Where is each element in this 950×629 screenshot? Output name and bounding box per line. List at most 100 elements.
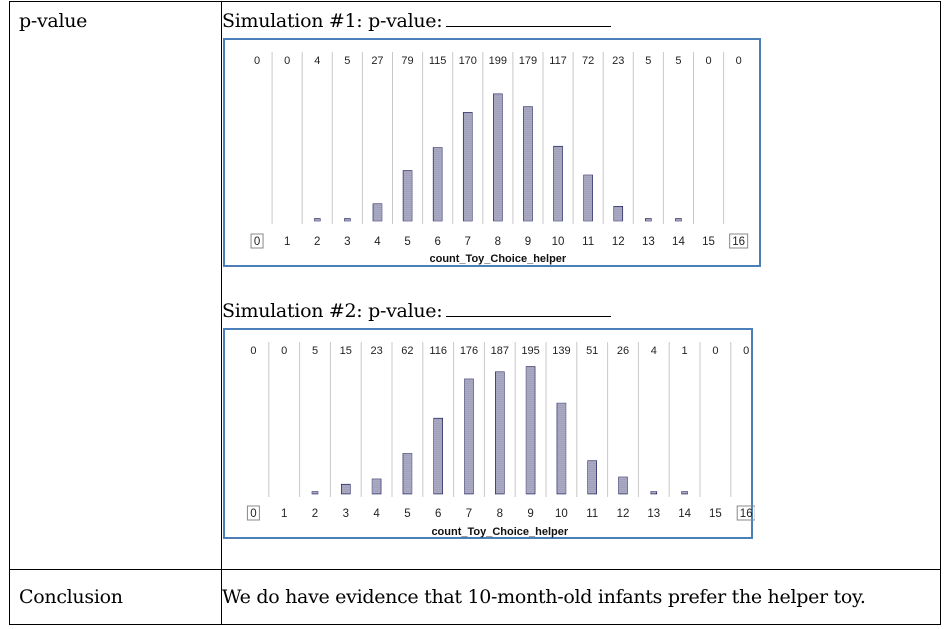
x-axis-label: count_Toy_Choice_helper [429, 253, 566, 265]
count-label: 187 [491, 345, 509, 357]
count-label: 5 [344, 55, 350, 67]
x-tick-label: 0 [254, 236, 260, 248]
x-tick-label: 6 [435, 508, 441, 520]
row-divider [10, 569, 940, 570]
simulation-2-title: Simulation #2: p-value: [222, 300, 612, 322]
x-tick-label: 7 [466, 508, 472, 520]
dotplot-simulation-2: 0 0 0 1 5 2 15 3 23 4 62 5 116 6 176 7 187 8 195 9 139 10 51 11… [223, 328, 755, 539]
x-tick-label: 10 [552, 236, 565, 248]
count-label: 26 [617, 345, 629, 357]
dot-stack-bar [493, 93, 503, 222]
count-label: 170 [459, 55, 477, 67]
simulation-2-title-text: Simulation #2: p-value: [222, 300, 443, 322]
count-label: 0 [736, 55, 742, 67]
x-tick-label: 5 [404, 236, 410, 248]
count-label: 51 [586, 345, 598, 357]
p-value-answer-blank-1[interactable] [446, 10, 612, 27]
x-tick-label: 4 [373, 508, 380, 520]
dotplot-simulation-1: 0 0 0 1 4 2 5 3 27 4 79 5 115 6 170 7 199 8 179 9 117 10 72 11 2… [223, 38, 761, 267]
dot-stack-bar [372, 203, 383, 222]
x-tick-label: 8 [495, 236, 501, 248]
x-tick-label: 15 [702, 236, 715, 248]
dot-stack-bar [553, 145, 563, 222]
count-label: 116 [429, 345, 447, 357]
count-label: 176 [460, 345, 478, 357]
count-label: 27 [371, 55, 383, 67]
tick-range-box[interactable] [246, 505, 260, 521]
dot-stack-bar [313, 218, 321, 222]
dotplot-svg: 0001521532346251166176718781959139105111… [246, 342, 755, 538]
count-label: 4 [314, 55, 320, 67]
count-label: 115 [429, 55, 447, 67]
tick-range-box[interactable] [736, 505, 755, 521]
count-label: 0 [712, 345, 718, 357]
count-label: 5 [312, 345, 318, 357]
dot-stack-bar [613, 206, 624, 222]
dot-stack-bar [681, 491, 688, 495]
row-label-p-value: p-value [19, 10, 88, 32]
count-label: 23 [612, 55, 624, 67]
count-label: 5 [675, 55, 681, 67]
dot-stack-bar [402, 453, 413, 495]
x-tick-label: 14 [678, 508, 691, 520]
count-label: 4 [651, 345, 657, 357]
x-tick-label: 8 [497, 508, 503, 520]
tick-range-box[interactable] [729, 233, 749, 249]
dot-stack-bar [311, 491, 319, 495]
x-tick-label: 12 [612, 236, 625, 248]
x-tick-label: 3 [344, 236, 350, 248]
dotplot-svg: 0001425327479511561707199817991171072112… [250, 52, 749, 265]
dot-stack-bar [341, 483, 351, 495]
count-label: 0 [254, 55, 260, 67]
tick-range-box[interactable] [250, 233, 264, 249]
x-tick-label: 12 [617, 508, 630, 520]
dot-stack-bar [583, 174, 593, 222]
x-tick-label: 11 [586, 508, 598, 520]
x-tick-label: 1 [281, 508, 287, 520]
dot-stack-bar [645, 218, 652, 222]
count-label: 5 [645, 55, 651, 67]
x-tick-label: 9 [525, 236, 531, 248]
x-tick-label: 16 [732, 236, 745, 248]
x-tick-label: 16 [740, 508, 753, 520]
x-tick-label: 2 [312, 508, 318, 520]
x-tick-label: 4 [374, 236, 381, 248]
count-label: 23 [370, 345, 382, 357]
count-label: 15 [340, 345, 352, 357]
dot-stack-bar [464, 378, 474, 495]
x-tick-label: 7 [465, 236, 471, 248]
count-label: 139 [552, 345, 570, 357]
count-label: 72 [582, 55, 594, 67]
count-label: 0 [284, 55, 290, 67]
dot-stack-bar [587, 460, 598, 495]
count-label: 0 [281, 345, 287, 357]
x-tick-label: 9 [527, 508, 533, 520]
simulation-1-title: Simulation #1: p-value: [222, 10, 612, 32]
dot-stack-bar [402, 170, 413, 222]
x-tick-label: 1 [284, 236, 290, 248]
count-label: 79 [401, 55, 413, 67]
x-tick-label: 3 [343, 508, 349, 520]
x-tick-label: 13 [642, 236, 655, 248]
x-tick-label: 10 [555, 508, 568, 520]
count-label: 0 [250, 345, 256, 357]
x-tick-label: 13 [647, 508, 660, 520]
dot-stack-bar [462, 112, 473, 222]
p-value-answer-blank-2[interactable] [446, 300, 612, 317]
dot-stack-bar [525, 366, 536, 495]
count-label: 199 [489, 55, 507, 67]
dot-stack-bar [618, 476, 628, 495]
x-axis-label: count_Toy_Choice_helper [431, 526, 568, 538]
column-divider [221, 2, 222, 624]
conclusion-text: We do have evidence that 10-month-old in… [222, 586, 866, 608]
row-label-conclusion: Conclusion [19, 586, 123, 608]
dot-stack-bar [650, 491, 658, 495]
x-tick-label: 6 [434, 236, 440, 248]
dot-stack-bar [432, 147, 443, 222]
count-label: 117 [549, 55, 567, 67]
worksheet-table [9, 1, 941, 625]
dot-stack-bar [371, 478, 382, 495]
count-label: 0 [705, 55, 711, 67]
x-tick-label: 14 [672, 236, 685, 248]
dot-stack-bar [523, 106, 533, 222]
